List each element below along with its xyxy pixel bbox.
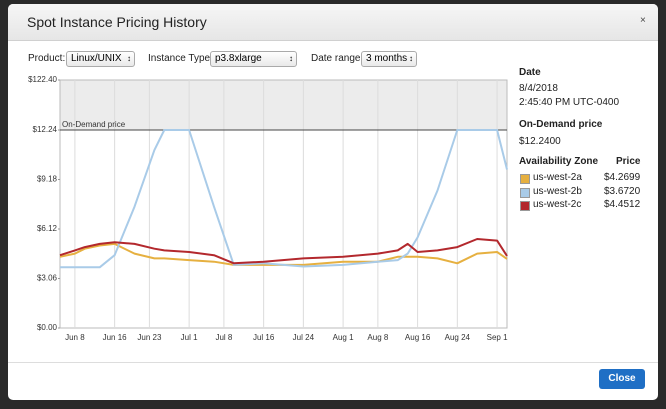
price-heading: Price <box>616 156 641 167</box>
x-tick-label: Aug 1 <box>333 333 354 342</box>
zone-swatch <box>520 187 530 198</box>
x-tick-label: Aug 16 <box>405 333 431 342</box>
y-tick-label: $3.06 <box>37 274 58 283</box>
x-tick-label: Jul 16 <box>253 333 275 342</box>
x-tick-label: Sep 1 <box>487 333 508 342</box>
x-tick-label: Aug 8 <box>367 333 388 342</box>
y-break-label: $122.40 <box>28 75 57 84</box>
y-tick-label: $6.12 <box>37 224 58 233</box>
x-tick-label: Jun 16 <box>103 333 128 342</box>
close-icon[interactable]: × <box>640 15 646 26</box>
x-tick-label: Jul 24 <box>293 333 315 342</box>
dialog-title: Spot Instance Pricing History <box>27 14 207 30</box>
time: 2:45:40 PM UTC-0400 <box>519 97 620 108</box>
date-heading: Date <box>519 67 541 78</box>
product-label: Product: <box>28 53 66 64</box>
x-tick-label: Jun 8 <box>65 333 85 342</box>
zone-heading: Availability Zone <box>519 156 599 167</box>
on-demand-heading: On-Demand price <box>519 119 603 130</box>
close-button[interactable]: Close <box>599 369 645 389</box>
above-on-demand-band <box>60 80 507 130</box>
price-line <box>60 129 508 269</box>
zone-swatch <box>520 174 530 184</box>
zone-name: us-west-2b <box>533 185 582 197</box>
plot-frame <box>59 79 508 329</box>
instance-select[interactable]: p3.8xlarge <box>210 51 297 67</box>
range-label: Date range: <box>311 53 364 64</box>
x-tick-label: Jul 1 <box>181 333 198 342</box>
on-demand-price: $12.2400 <box>519 136 561 147</box>
y-tick-label: $12.24 <box>33 125 58 134</box>
zone-swatch <box>520 201 530 211</box>
x-tick-label: Jul 8 <box>215 333 232 342</box>
dialog-header <box>8 4 658 41</box>
x-tick-label: Aug 24 <box>445 333 471 342</box>
instance-label: Instance Type: <box>148 53 213 64</box>
product-select[interactable]: Linux/UNIX <box>66 51 135 67</box>
dialog <box>8 4 658 400</box>
zone-name: us-west-2a <box>533 172 582 183</box>
footer-divider <box>8 362 658 363</box>
on-demand-label: On-Demand price <box>62 120 126 129</box>
x-tick-label: Jun 23 <box>137 333 162 342</box>
y-tick-label: $9.18 <box>37 175 58 184</box>
date: 8/4/2018 <box>519 83 558 94</box>
zone-price: $3.6720 <box>604 185 641 197</box>
price-line <box>59 238 508 265</box>
zone-price: $4.2699 <box>604 172 641 183</box>
range-select[interactable]: 3 months <box>361 51 417 67</box>
zone-name: us-west-2c <box>533 199 582 210</box>
price-line <box>59 242 508 266</box>
y-tick-label: $0.00 <box>37 323 58 332</box>
zone-price: $4.4512 <box>604 199 641 210</box>
